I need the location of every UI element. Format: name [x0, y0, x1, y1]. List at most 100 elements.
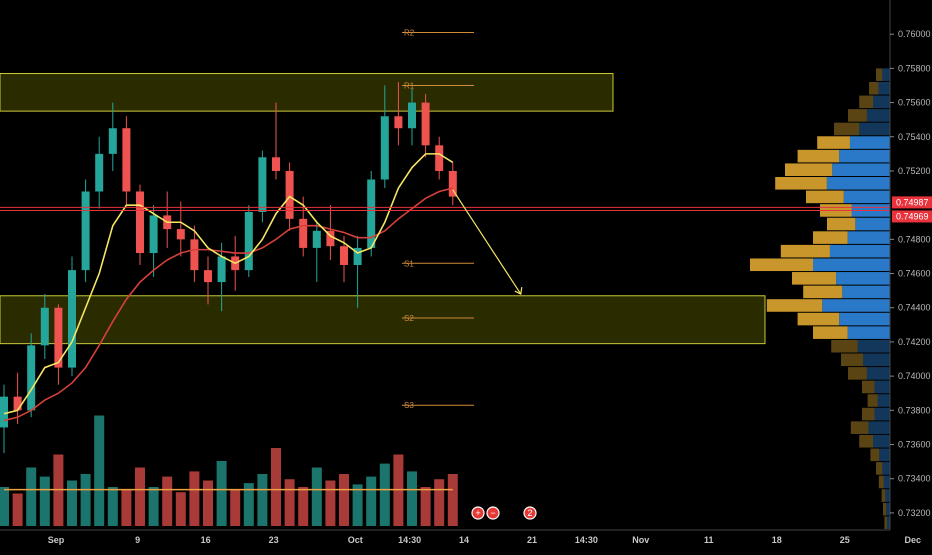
alert-icon[interactable]: 2 — [523, 506, 537, 520]
volume-bar — [148, 487, 159, 526]
profile-bar-up — [792, 272, 837, 285]
plus-circle-icon[interactable]: + — [471, 506, 485, 520]
candle-body — [312, 230, 321, 248]
price-tag-label: 0.74987 — [896, 197, 929, 207]
profile-bar-up — [827, 217, 856, 231]
volume-bar — [366, 476, 377, 526]
y-tick-label: 0.73800 — [898, 405, 931, 415]
pivot-label-s3: S3 — [404, 401, 414, 410]
profile-bar-up — [881, 489, 886, 502]
profile-bar-up — [813, 231, 848, 244]
profile-bar-down — [822, 299, 890, 312]
volume-bar — [94, 415, 105, 526]
profile-bar-down — [839, 149, 890, 163]
x-tick-label: Oct — [348, 535, 363, 545]
candle-body — [340, 246, 348, 265]
profile-bar-down — [836, 272, 890, 285]
profile-bar-down — [883, 475, 890, 489]
profile-bar-down — [857, 339, 890, 353]
x-tick-label: Dec — [905, 535, 922, 545]
profile-bar-up — [797, 149, 840, 163]
x-tick-label: 23 — [269, 535, 279, 545]
volume-bar — [12, 493, 23, 526]
profile-bar-down — [879, 448, 890, 462]
candle-body — [244, 212, 253, 271]
y-tick-label: 0.74600 — [898, 269, 931, 279]
profile-bar-up — [817, 136, 850, 149]
sma-fast-line — [3, 153, 454, 415]
volume-bar — [284, 479, 295, 526]
profile-bar-down — [878, 81, 890, 95]
candle-body — [448, 170, 457, 197]
candle-body — [122, 128, 131, 192]
volume-layer — [0, 415, 458, 526]
volume-bar — [107, 487, 118, 526]
profile-bar-up — [750, 258, 813, 272]
profile-bar-up — [859, 95, 874, 109]
price-lines-layer — [0, 206, 890, 211]
y-tick-label: 0.74200 — [898, 337, 931, 347]
x-tick-label: 18 — [772, 535, 782, 545]
profile-bar-down — [829, 244, 890, 258]
candle-body — [190, 239, 199, 271]
volume-bar — [121, 489, 132, 526]
volume-bar — [407, 471, 417, 526]
candle-body — [136, 191, 144, 254]
y-tick-label: 0.75800 — [898, 63, 931, 73]
volume-bar — [230, 489, 241, 526]
minus-circle-icon[interactable]: − — [486, 506, 500, 520]
candle-body — [95, 153, 104, 192]
candle-body — [40, 307, 49, 346]
volume-bar — [243, 483, 254, 526]
volume-bar — [39, 476, 50, 526]
profile-bar-up — [766, 299, 823, 312]
volume-bar — [339, 474, 349, 526]
profile-bar-up — [850, 421, 869, 434]
x-tick-label: 14:30 — [398, 535, 421, 545]
x-tick-label: 11 — [704, 535, 714, 545]
profile-bar-down — [882, 68, 890, 81]
profile-bar-down — [868, 421, 890, 434]
y-tick-label: 0.73200 — [898, 508, 931, 518]
y-tick-label: 0.75400 — [898, 132, 931, 142]
volume-bar — [162, 476, 173, 526]
profile-bar-down — [859, 122, 890, 136]
volume-bar — [257, 474, 268, 526]
profile-bar-up — [775, 177, 827, 190]
x-tick-label: 9 — [135, 535, 140, 545]
candle-body — [380, 116, 389, 180]
profile-bar-up — [876, 462, 883, 475]
profile-bar-up — [859, 434, 874, 448]
candle-body — [285, 170, 294, 219]
pivot-label-s2: S2 — [404, 314, 414, 323]
candle-body — [176, 229, 185, 240]
candle-body — [27, 345, 36, 411]
profile-bar-up — [876, 68, 883, 81]
profile-bar-up — [785, 163, 833, 177]
volume-bar — [311, 467, 322, 526]
markers-layer[interactable]: + − 2 — [471, 506, 537, 520]
volume-bar — [175, 492, 186, 526]
profile-bar-down — [886, 502, 890, 516]
volume-profile-layer — [750, 68, 890, 529]
volume-bar — [0, 487, 9, 526]
y-axis: 0.76000 0.75800 0.75600 0.75400 0.75200 0.748… — [889, 0, 932, 530]
profile-bar-down — [877, 394, 890, 407]
profile-bar-up — [797, 312, 840, 326]
candle-body — [421, 102, 430, 146]
candle-body — [204, 270, 212, 283]
profile-bar-down — [885, 489, 890, 502]
volume-bar — [80, 474, 91, 526]
profile-bar-down — [839, 312, 890, 326]
y-tick-label: 0.74800 — [898, 234, 931, 244]
y-tick-label: 0.75200 — [898, 166, 931, 176]
profile-bar-up — [862, 407, 875, 421]
projection-arrow-head — [514, 286, 523, 295]
candle-body — [394, 116, 403, 129]
candle-body — [353, 247, 362, 265]
profile-bar-up — [831, 339, 858, 353]
volume-bar — [434, 479, 445, 526]
